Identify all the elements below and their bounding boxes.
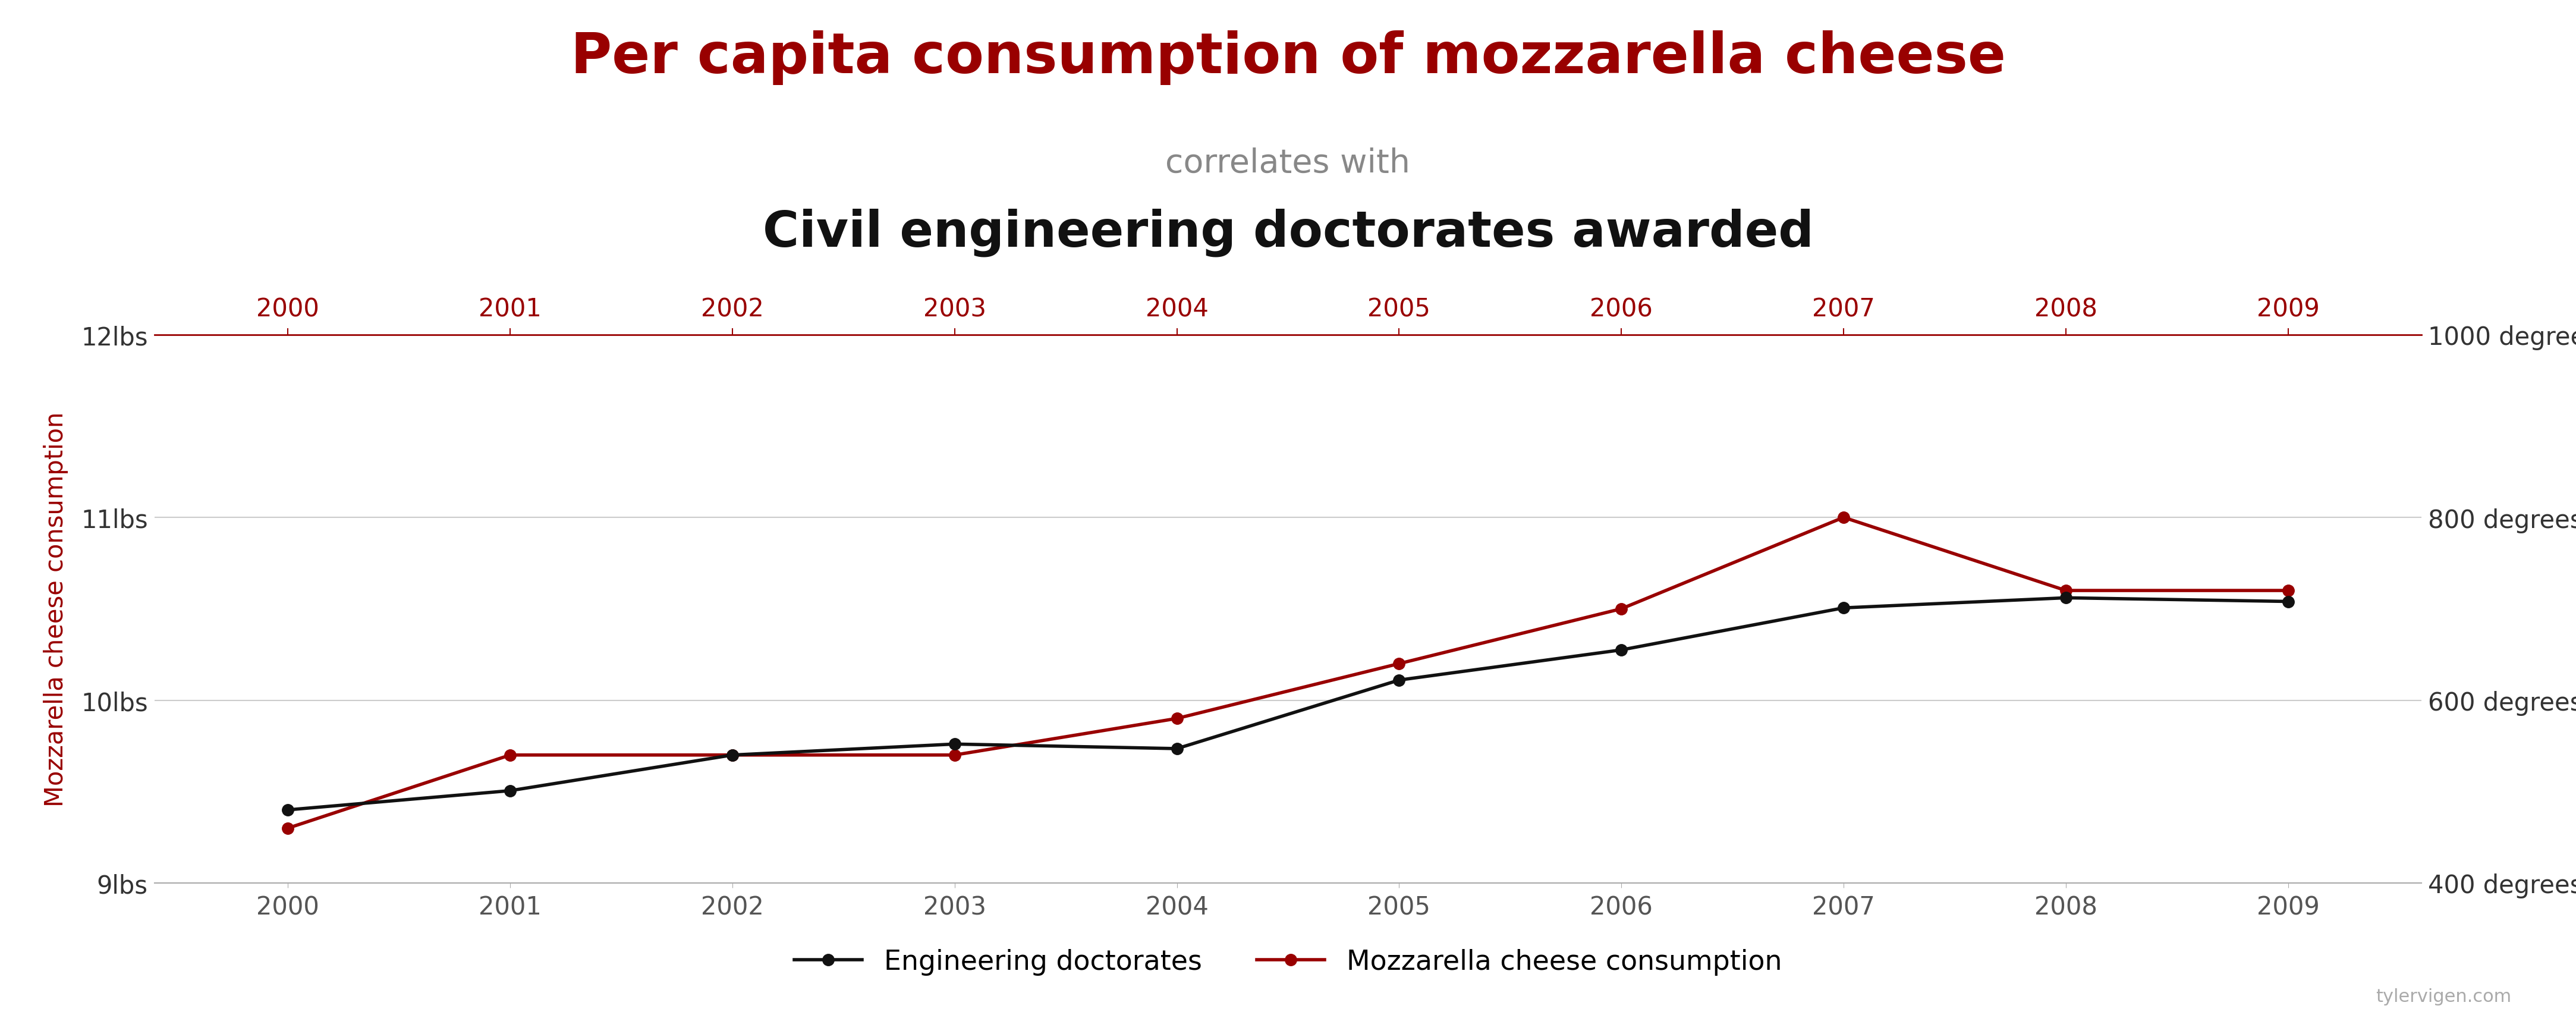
- Text: correlates with: correlates with: [1164, 147, 1412, 180]
- Legend: Engineering doctorates, Mozzarella cheese consumption: Engineering doctorates, Mozzarella chees…: [783, 938, 1793, 987]
- Y-axis label: Mozzarella cheese consumption: Mozzarella cheese consumption: [44, 412, 70, 806]
- Text: tylervigen.com: tylervigen.com: [2375, 988, 2512, 1005]
- Text: Civil engineering doctorates awarded: Civil engineering doctorates awarded: [762, 208, 1814, 257]
- Text: Per capita consumption of mozzarella cheese: Per capita consumption of mozzarella che…: [569, 30, 2007, 85]
